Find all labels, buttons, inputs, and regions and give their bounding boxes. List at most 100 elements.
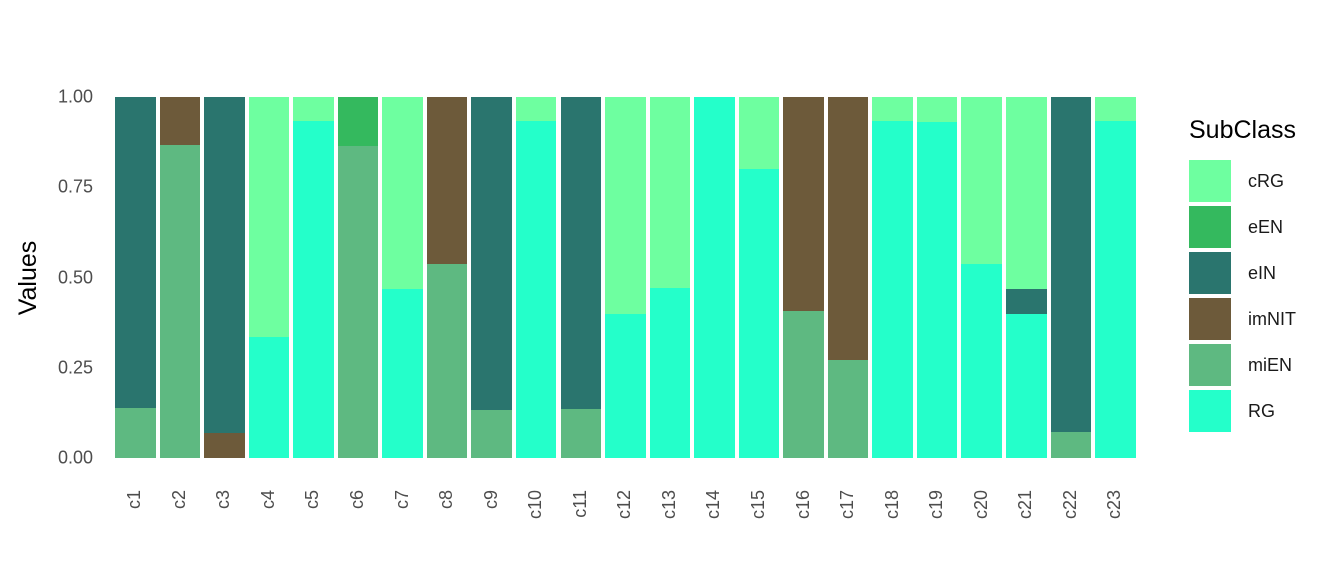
bar-c15 bbox=[738, 97, 780, 458]
x-tick-label: c12 bbox=[614, 490, 635, 520]
bar-segment-RG bbox=[605, 313, 646, 458]
bar-segment-RG bbox=[248, 336, 290, 458]
bar-segment-RG bbox=[738, 168, 780, 458]
legend-swatch bbox=[1189, 206, 1231, 248]
x-tick-label: c9 bbox=[480, 490, 501, 510]
bar-segment-miEN bbox=[337, 145, 379, 458]
bar-segment-RG bbox=[961, 263, 1002, 458]
bar-segment-eIN bbox=[560, 97, 601, 409]
bar-c5 bbox=[293, 97, 334, 458]
x-tick-label: c22 bbox=[1059, 490, 1080, 520]
y-tick-label: 1.00 bbox=[57, 86, 93, 107]
bar-segment-eIN bbox=[1050, 97, 1092, 432]
bar-segment-imNIT bbox=[159, 97, 201, 146]
bar-c9 bbox=[471, 97, 512, 458]
bar-segment-eIN bbox=[471, 97, 512, 410]
x-tick-label: c19 bbox=[926, 490, 947, 520]
bar-c21 bbox=[1006, 97, 1047, 458]
x-tick-label: c4 bbox=[257, 490, 278, 510]
legend-swatch bbox=[1189, 344, 1231, 386]
bar-segment-cRG bbox=[515, 97, 557, 121]
bar-segment-miEN bbox=[827, 359, 869, 458]
bar-segment-RG bbox=[916, 121, 958, 458]
legend-item-imNIT: imNIT bbox=[1189, 296, 1296, 342]
bar-segment-miEN bbox=[115, 407, 156, 458]
legend: SubClass cRG eEN eIN imNIT miEN RG bbox=[1189, 116, 1296, 434]
bar-segment-cRG bbox=[1095, 97, 1136, 121]
bar-segment-cRG bbox=[293, 97, 334, 121]
bar-segment-miEN bbox=[471, 409, 512, 458]
x-tick-label: c13 bbox=[658, 490, 679, 520]
bar-segment-cRG bbox=[738, 97, 780, 169]
bar-c6 bbox=[337, 97, 379, 458]
bar-segment-RG bbox=[1006, 313, 1047, 458]
bar-c11 bbox=[560, 97, 601, 458]
x-tick-label: c14 bbox=[703, 490, 724, 520]
x-tick-label: c15 bbox=[747, 490, 768, 520]
bar-segment-RG bbox=[1095, 120, 1136, 458]
legend-item-eEN: eEN bbox=[1189, 204, 1296, 250]
bar-c8 bbox=[426, 97, 468, 458]
bar-segment-cRG bbox=[382, 97, 423, 290]
legend-label: eIN bbox=[1248, 262, 1277, 283]
legend-label: RG bbox=[1248, 400, 1275, 421]
bar-c10 bbox=[515, 97, 557, 458]
x-tick-label: c3 bbox=[213, 490, 234, 510]
legend-label: miEN bbox=[1248, 354, 1292, 375]
bar-c2 bbox=[159, 97, 201, 458]
bar-c22 bbox=[1050, 97, 1092, 458]
bar-c18 bbox=[872, 97, 913, 458]
x-tick-label: c21 bbox=[1015, 490, 1036, 520]
bar-segment-miEN bbox=[560, 408, 601, 458]
bar-c3 bbox=[204, 97, 245, 458]
bar-c4 bbox=[248, 97, 290, 458]
x-tick-label: c2 bbox=[168, 490, 189, 510]
legend-items: cRG eEN eIN imNIT miEN RG bbox=[1189, 158, 1296, 434]
x-tick-label: c7 bbox=[391, 490, 412, 510]
legend-swatch bbox=[1189, 160, 1231, 202]
legend-label: cRG bbox=[1248, 170, 1284, 191]
bar-c12 bbox=[605, 97, 646, 458]
bar-c1 bbox=[115, 97, 156, 458]
legend-item-cRG: cRG bbox=[1189, 158, 1296, 204]
bar-segment-RG bbox=[649, 287, 691, 458]
bar-segment-cRG bbox=[649, 97, 691, 288]
x-tick-label: c10 bbox=[525, 490, 546, 520]
bar-segment-RG bbox=[872, 120, 913, 458]
bar-segment-RG bbox=[515, 120, 557, 458]
legend-swatch bbox=[1189, 298, 1231, 340]
y-tick-label: 0.50 bbox=[57, 267, 93, 287]
y-axis-label: Values bbox=[14, 240, 42, 316]
bar-segment-miEN bbox=[1050, 431, 1092, 458]
bar-segment-cRG bbox=[248, 97, 290, 337]
legend-label: imNIT bbox=[1248, 308, 1296, 329]
legend-swatch bbox=[1189, 390, 1231, 432]
bar-c17 bbox=[827, 97, 869, 458]
legend-item-RG: RG bbox=[1189, 388, 1296, 434]
bar-segment-cRG bbox=[916, 97, 958, 122]
x-tick-label: c8 bbox=[436, 490, 457, 510]
bar-segment-imNIT bbox=[827, 97, 869, 360]
bar-segment-RG bbox=[293, 120, 334, 458]
bar-segment-cRG bbox=[961, 97, 1002, 264]
bar-c19 bbox=[916, 97, 958, 458]
bar-segment-cRG bbox=[872, 97, 913, 121]
bar-segment-imNIT bbox=[204, 432, 245, 458]
legend-title: SubClass bbox=[1189, 116, 1296, 144]
legend-swatch bbox=[1189, 252, 1231, 294]
x-tick-label: c23 bbox=[1104, 490, 1125, 520]
bar-c20 bbox=[961, 97, 1002, 458]
bar-segment-eIN bbox=[1006, 289, 1047, 314]
bar-segment-miEN bbox=[783, 310, 824, 458]
x-tick-label: c16 bbox=[792, 490, 813, 520]
bar-segment-eIN bbox=[115, 97, 156, 408]
y-tick-label: 0.00 bbox=[57, 447, 93, 468]
x-tick-label: c17 bbox=[837, 490, 858, 520]
x-tick-label: c20 bbox=[970, 490, 991, 520]
bar-c23 bbox=[1095, 97, 1136, 458]
bar-segment-imNIT bbox=[426, 97, 468, 264]
x-tick-label: c18 bbox=[881, 490, 902, 520]
bar-c7 bbox=[382, 97, 423, 458]
bar-segment-eIN bbox=[204, 97, 245, 433]
